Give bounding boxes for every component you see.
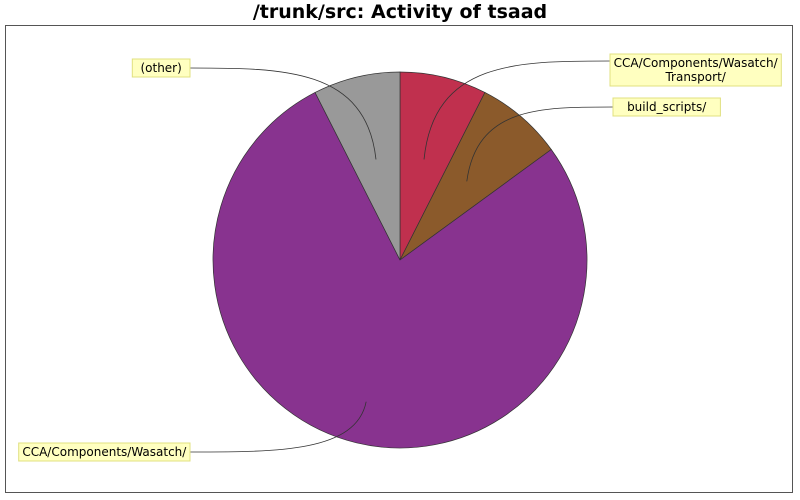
pie-label-0: CCA/Components/Wasatch/Transport/	[609, 53, 782, 87]
pie-label-1: build_scripts/	[612, 97, 721, 117]
plot-frame	[5, 25, 793, 493]
pie-leader-line	[423, 60, 611, 160]
pie-leader-line	[189, 67, 377, 160]
pie-label-3: (other)	[131, 58, 191, 78]
pie-leader-line	[189, 401, 367, 453]
pie-slice-3	[314, 71, 401, 261]
pie-label-text: CCA/Components/Wasatch/	[22, 445, 187, 459]
pie-leader-line	[466, 106, 614, 182]
pie-label-text: Transport/	[664, 70, 726, 84]
pie-slice-2	[212, 92, 588, 449]
pie-label-text: (other)	[140, 61, 181, 75]
pie-label-2: CCA/Components/Wasatch/	[18, 442, 191, 462]
pie-label-text: CCA/Components/Wasatch/	[614, 56, 779, 70]
chart-title: /trunk/src: Activity of tsaad	[252, 1, 548, 23]
pie-label-text: build_scripts/	[627, 100, 707, 114]
